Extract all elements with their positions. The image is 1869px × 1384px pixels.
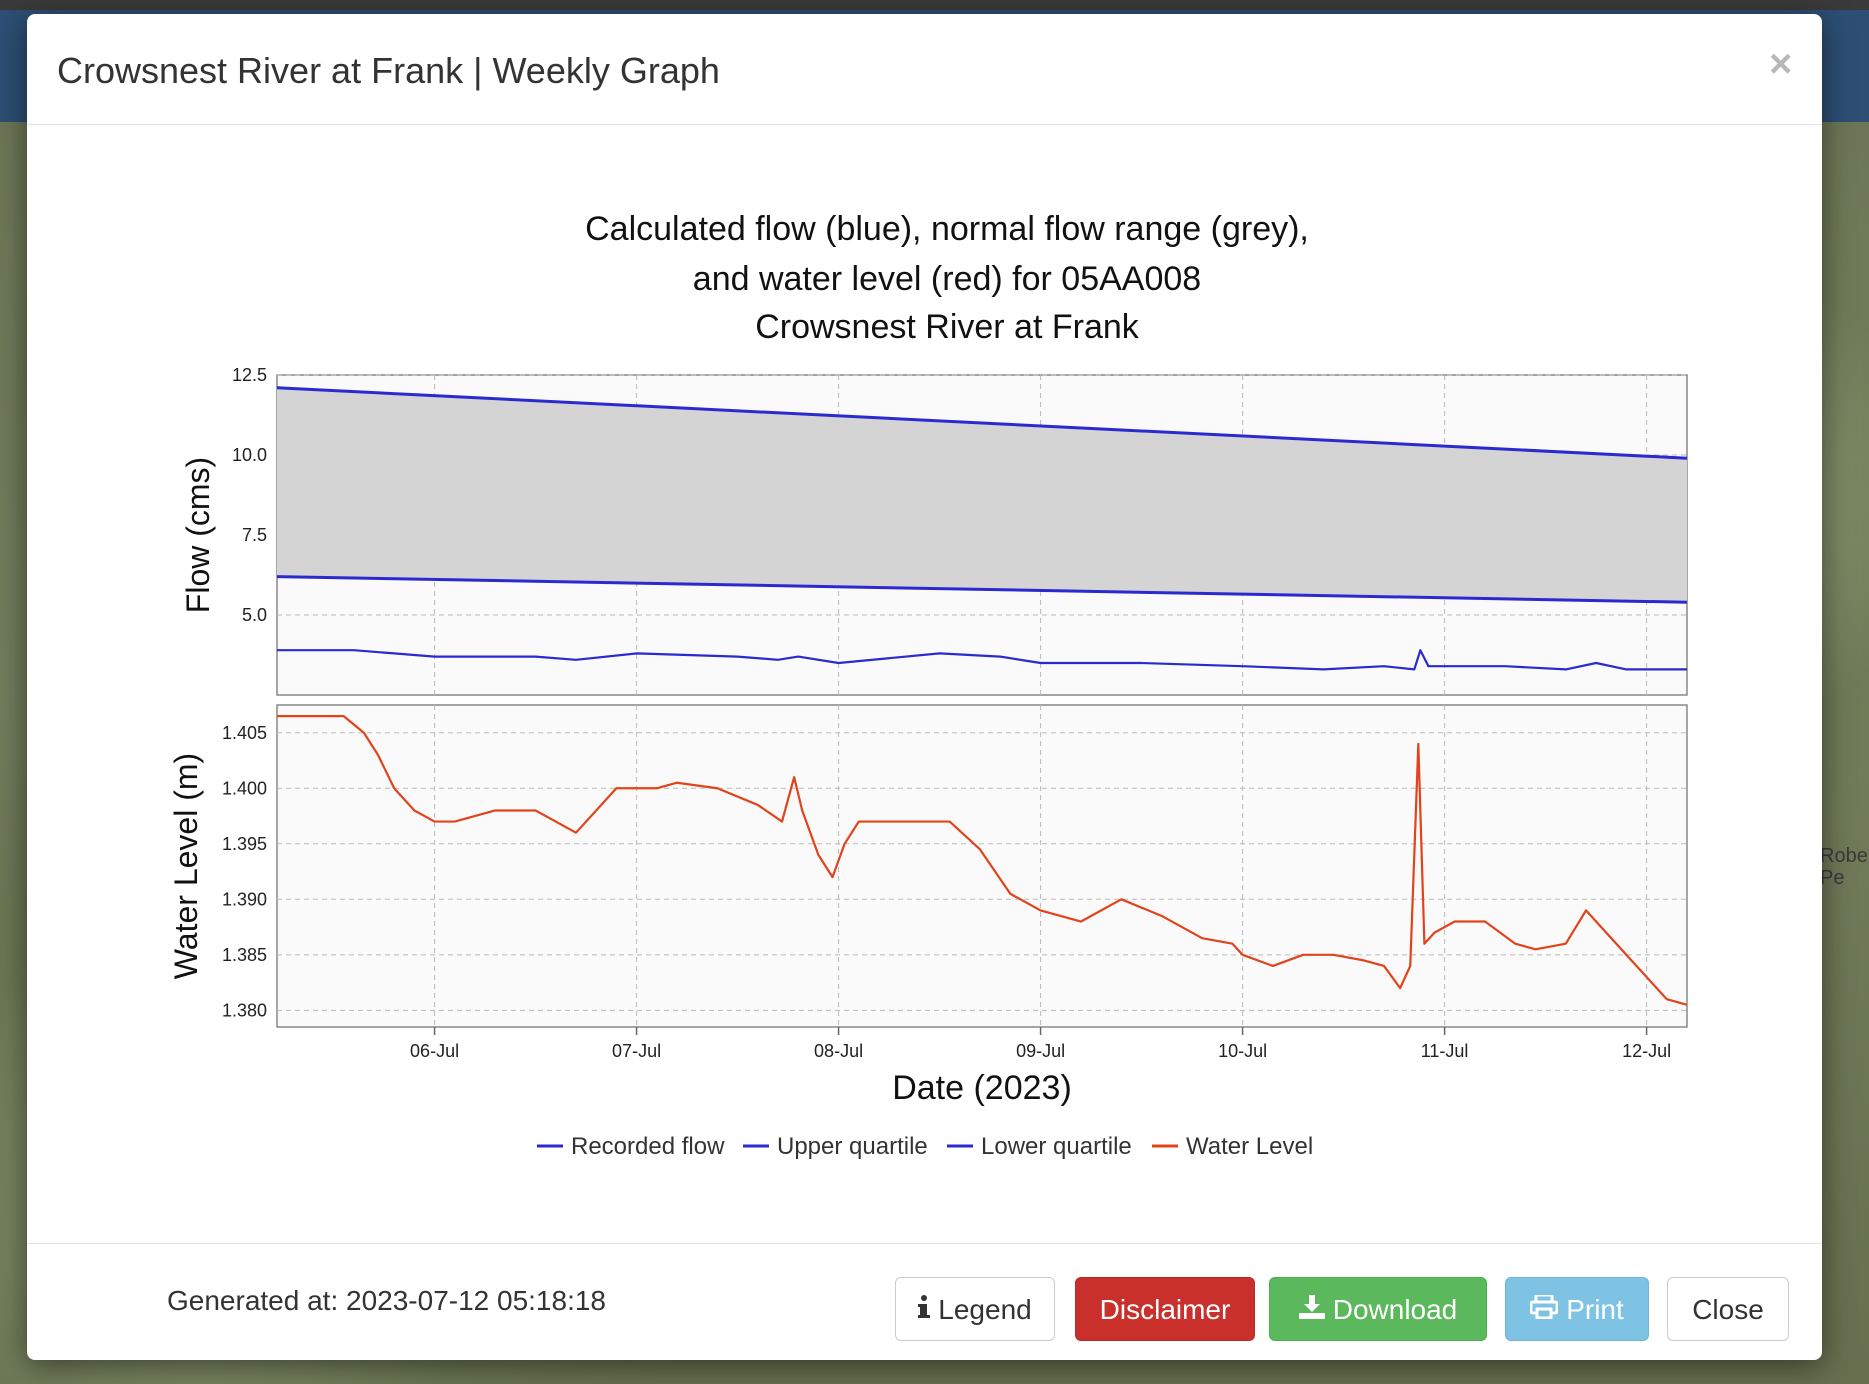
y-tick-label: 12.5 [232,365,267,385]
y-tick-label: 7.5 [242,525,267,545]
x-tick-label: 11-Jul [1421,1041,1469,1061]
print-button[interactable]: Print [1505,1277,1649,1341]
y-tick-label: 1.385 [222,945,267,965]
weekly-graph-chart: Calculated flow (blue), normal flow rang… [27,125,1822,1316]
x-tick-label: 10-Jul [1218,1041,1267,1061]
chart-panel-2: 1.405 1.400 1.395 1.390 1.385 1.380 Water Leve… [168,704,1688,1028]
print-icon [1529,1278,1559,1342]
x-tick-label: 12-Jul [1622,1041,1671,1061]
y-tick-label: 1.395 [222,834,267,854]
y-tick-label: 5.0 [242,605,267,625]
download-icon [1298,1278,1325,1342]
x-tick-label: 07-Jul [612,1041,661,1061]
y-tick-label: 1.390 [222,889,267,909]
map-place-label: Robe Pe [1820,845,1868,889]
legend-label: Upper quartile [777,1133,928,1160]
legend-button[interactable]: Legend [895,1277,1055,1341]
weekly-graph-modal: Crowsnest River at Frank | Weekly Graph … [27,14,1822,1360]
y-tick-label: 10.0 [232,445,267,465]
modal-header: Crowsnest River at Frank | Weekly Graph … [27,14,1822,125]
modal-footer: Legend Disclaimer Download Print Close [27,1243,1822,1361]
modal-title: Crowsnest River at Frank | Weekly Graph [57,50,720,91]
legend-label: Water Level [1186,1133,1313,1160]
close-icon[interactable]: × [1769,42,1793,86]
y-tick-label: 1.400 [222,778,267,798]
print-button-label: Print [1566,1294,1624,1325]
chart-title-line-1: Calculated flow (blue), normal flow rang… [585,210,1309,248]
x-tick-label: 08-Jul [814,1041,863,1061]
legend-button-label: Legend [938,1294,1032,1325]
download-button[interactable]: Download [1269,1277,1487,1341]
x-tick-label: 09-Jul [1016,1041,1065,1061]
disclaimer-button[interactable]: Disclaimer [1075,1277,1255,1341]
info-icon [918,1278,931,1342]
y-tick-label: 1.405 [222,723,267,743]
y-axis-label: Flow (cms) [180,457,216,613]
y-tick-label: 1.380 [222,1000,267,1020]
series-line-lower-quartile [276,575,1688,604]
map-place-label-line1: Robe [1820,845,1868,867]
legend-label: Lower quartile [981,1133,1132,1160]
chart-panel-1: 12.5 10.0 7.5 5.0 Flow (cms) [180,365,1688,696]
map-place-label-line2: Pe [1820,867,1845,889]
chart-legend: Recorded flow Upper quartile Lower quartil… [537,1133,1313,1160]
x-tick-label: 06-Jul [410,1041,459,1061]
x-axis-label: Date (2023) [892,1069,1072,1107]
generated-timestamp: Generated at: 2023-07-12 05:18:18 [167,1285,607,1316]
legend-label: Recorded flow [571,1133,725,1160]
chart-title-line-2: and water level (red) for 05AA008 [693,260,1201,298]
series-line-recorded-flow [277,649,1687,671]
series-line-upper-quartile [276,386,1688,460]
download-button-label: Download [1332,1294,1458,1325]
series-line-water-level [277,715,1688,1006]
chart-title-line-3: Crowsnest River at Frank [755,308,1140,346]
plot-area [276,704,1688,1028]
y-axis-label: Water Level (m) [168,753,204,979]
close-button[interactable]: Close [1667,1277,1789,1341]
chart-svg: Calculated flow (blue), normal flow rang… [168,210,1688,1160]
